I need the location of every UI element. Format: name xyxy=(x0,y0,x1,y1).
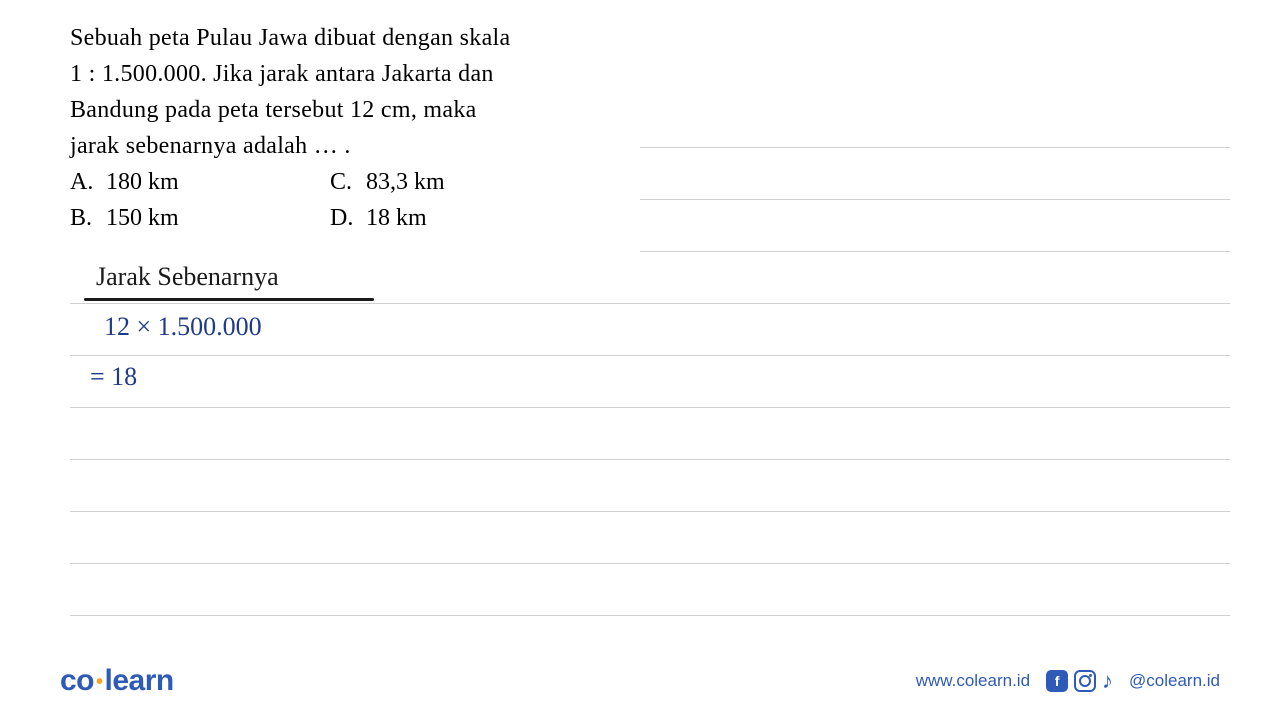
ruled-line xyxy=(70,564,1230,616)
tiktok-icon: ♪ xyxy=(1102,668,1113,694)
social-icons: f ♪ xyxy=(1046,668,1113,694)
ruled-line xyxy=(70,460,1230,512)
social-handle: @colearn.id xyxy=(1129,671,1220,691)
ruled-lines xyxy=(0,96,1280,616)
handwriting-title: Jarak Sebenarnya xyxy=(96,262,279,292)
question-line-2: 1 : 1.500.000. Jika jarak antara Jakarta… xyxy=(70,56,630,92)
logo-dot-icon: • xyxy=(96,671,103,693)
question-line-1: Sebuah peta Pulau Jawa dibuat dengan ska… xyxy=(70,20,630,56)
footer: co•learn www.colearn.id f ♪ @colearn.id xyxy=(0,664,1280,698)
logo: co•learn xyxy=(60,664,174,698)
handwriting-calc-2: = 18 xyxy=(90,362,137,392)
ruled-line xyxy=(70,408,1230,460)
handwriting-underline xyxy=(84,298,374,301)
logo-part-2: learn xyxy=(105,664,174,697)
ruled-line xyxy=(70,356,1230,408)
logo-part-1: co xyxy=(60,664,94,697)
facebook-icon: f xyxy=(1046,670,1068,692)
ruled-line xyxy=(640,148,1230,200)
footer-right: www.colearn.id f ♪ @colearn.id xyxy=(916,668,1220,694)
handwriting-calc-1: 12 × 1.500.000 xyxy=(104,312,262,342)
ruled-line xyxy=(640,200,1230,252)
instagram-icon xyxy=(1074,670,1096,692)
ruled-line xyxy=(640,96,1230,148)
ruled-line xyxy=(70,512,1230,564)
website-url: www.colearn.id xyxy=(916,671,1030,691)
